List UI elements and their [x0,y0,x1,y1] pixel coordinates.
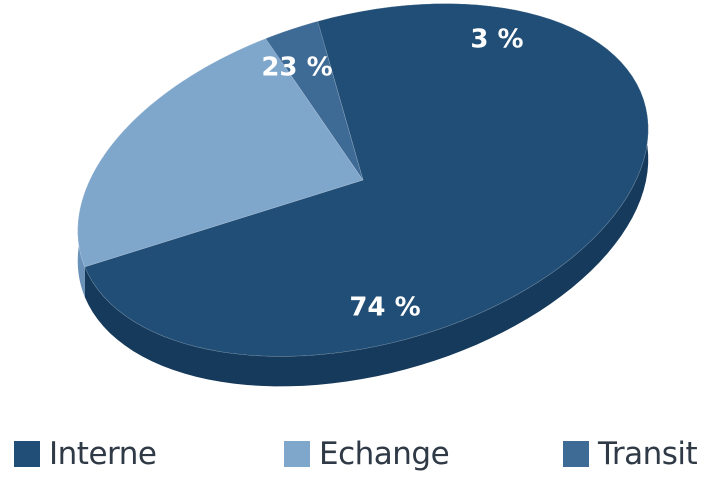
legend-label-echange: Echange [319,436,450,472]
pie-label-transit: 3 % [470,25,523,55]
legend-swatch-interne [14,441,40,467]
legend-item-interne: Interne [14,436,157,472]
pie-slice-echange [77,38,364,268]
legend-swatch-echange [284,441,310,467]
legend-label-transit: Transit [598,436,698,472]
legend-item-echange: Echange [284,436,450,472]
legend: Interne Echange Transit [0,436,702,476]
pie-slice-transit [265,20,364,181]
pie-slices [77,3,649,357]
pie-slice-interne [84,3,649,357]
legend-swatch-transit [563,441,589,467]
legend-item-transit: Transit [563,436,698,472]
legend-label-interne: Interne [49,436,157,472]
pie-label-interne: 74 % [349,293,420,323]
pie-label-echange: 23 % [261,53,332,83]
pie-labels: 74 % 23 % 3 % [261,25,523,323]
pie-chart: 74 % 23 % 3 % [77,3,649,387]
